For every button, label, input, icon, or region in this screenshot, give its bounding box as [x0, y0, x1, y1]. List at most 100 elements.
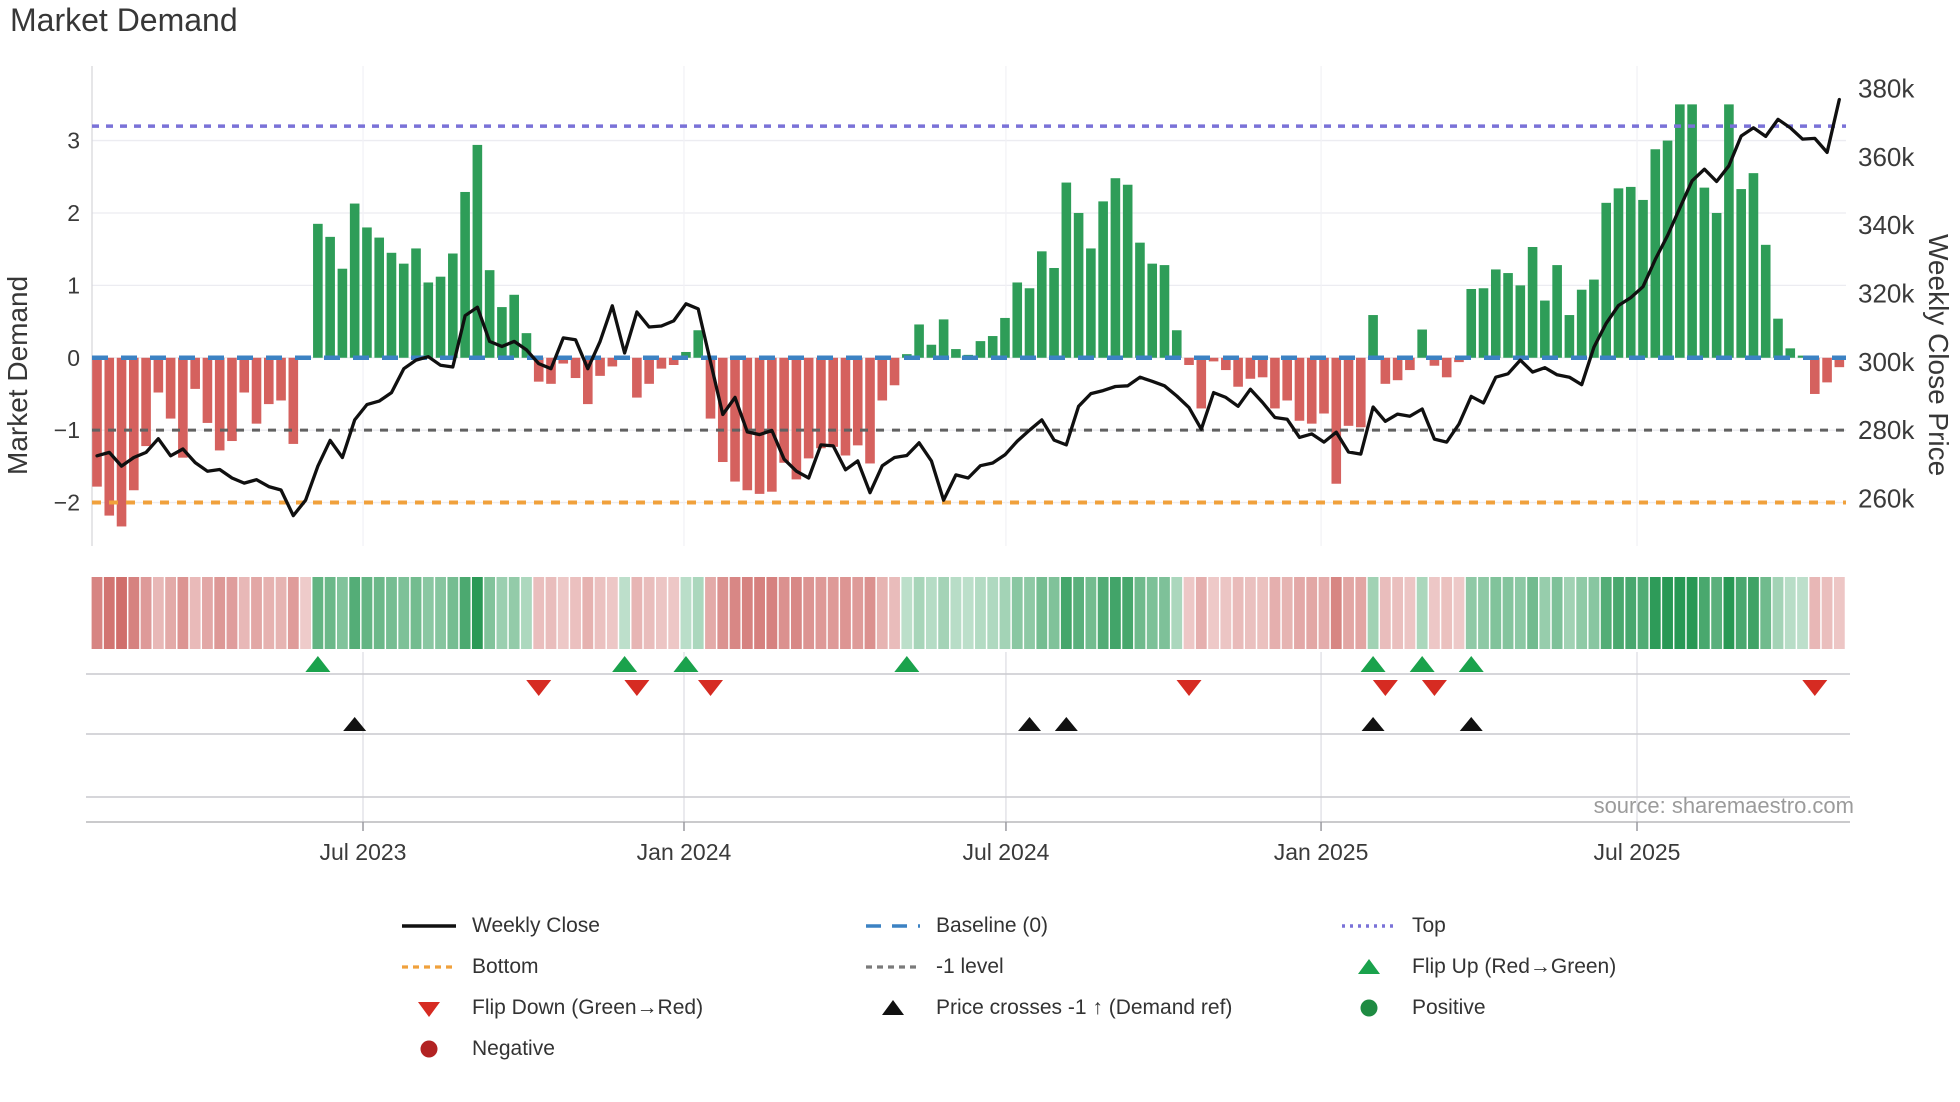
negative-bar — [1429, 357, 1440, 366]
heatmap-cell — [1625, 577, 1637, 649]
left-tick-label: 2 — [67, 200, 80, 226]
flip-up-marker — [612, 656, 638, 672]
heatmap-cell — [925, 577, 937, 649]
heatmap-cell — [606, 577, 618, 649]
positive-bar — [325, 236, 335, 358]
legend-swatch-circle-icon — [1360, 999, 1378, 1017]
right-tick-label: 300k — [1858, 347, 1915, 377]
heatmap-cell — [1318, 577, 1330, 649]
flip-down-marker — [526, 680, 552, 696]
positive-bar — [1098, 201, 1108, 358]
heatmap-cell — [1330, 577, 1342, 649]
positive-bar — [509, 294, 519, 358]
positive-bar — [1601, 202, 1612, 358]
heatmap-cell — [803, 577, 815, 649]
heatmap-cell — [950, 577, 962, 649]
heatmap-cell — [975, 577, 986, 649]
positive-bar — [1012, 282, 1023, 358]
positive-bar — [938, 319, 949, 358]
negative-bar — [1257, 357, 1268, 378]
heatmap-cell — [852, 577, 864, 649]
negative-bar — [1221, 357, 1231, 371]
heatmap-cell — [1367, 577, 1379, 649]
heatmap-cell — [1392, 577, 1404, 649]
heatmap-cell — [287, 577, 299, 649]
heatmap-cell — [1478, 577, 1489, 649]
negative-bar — [656, 357, 667, 369]
heatmap-cell — [1772, 577, 1784, 649]
negative-bar — [668, 357, 679, 366]
heatmap-cell — [901, 577, 913, 649]
heatmap-cell — [263, 577, 275, 649]
legend-item-bottom: Bottom — [398, 954, 539, 980]
heatmap-cell — [1821, 577, 1833, 649]
negative-bar — [1331, 357, 1342, 484]
heatmap-cell — [987, 577, 999, 649]
heatmap-cell — [1514, 577, 1526, 649]
right-axis-label: Weekly Close Price — [1923, 233, 1954, 477]
heatmap-cell — [1281, 577, 1293, 649]
heatmap-cell — [177, 577, 189, 649]
legend-label: Bottom — [472, 955, 539, 978]
heatmap-cell — [1527, 577, 1538, 649]
negative-bar — [1233, 357, 1243, 387]
negative-bar — [865, 357, 875, 464]
positive-bar — [1417, 329, 1427, 358]
positive-bar — [1368, 315, 1378, 358]
negative-bar — [644, 357, 654, 384]
heatmap-cell — [790, 577, 802, 649]
negative-bar — [1405, 357, 1415, 371]
heatmap-cell — [128, 577, 140, 649]
heatmap-cell — [864, 577, 876, 649]
flip-up-marker — [1360, 656, 1386, 672]
heatmap-cell — [1306, 577, 1318, 649]
heatmap-cell — [1171, 577, 1183, 649]
legend-label: -1 level — [936, 955, 1004, 978]
heatmap-cell — [766, 577, 778, 649]
positive-bar — [914, 324, 924, 358]
heatmap-cell — [1429, 577, 1440, 649]
positive-bar — [411, 248, 421, 358]
source-credit: source: sharemaestro.com — [1593, 793, 1854, 818]
positive-bar — [1699, 187, 1710, 358]
negative-bar — [889, 357, 900, 386]
positive-bar — [1613, 188, 1624, 358]
heatmap-cell — [680, 577, 692, 649]
positive-bar — [1024, 288, 1035, 358]
negative-bar — [178, 357, 188, 458]
flip-down-marker — [1421, 680, 1447, 696]
heatmap-cell — [913, 577, 925, 649]
heatmap-cell — [152, 577, 164, 649]
heatmap-cell — [1748, 577, 1759, 649]
negative-bar — [877, 357, 888, 401]
flip-up-marker — [1409, 656, 1435, 672]
heatmap-cell — [484, 577, 496, 649]
x-tick-label: Jan 2025 — [1274, 839, 1369, 865]
heatmap-cell — [373, 577, 385, 649]
heatmap-cell — [1416, 577, 1428, 649]
heatmap-cell — [398, 577, 410, 649]
heatmap-cell — [1784, 577, 1796, 649]
flip-down-marker — [624, 680, 650, 696]
heatmap-cell — [582, 577, 594, 649]
positive-bar — [1760, 244, 1771, 358]
heatmap-cell — [300, 577, 311, 649]
negative-bar — [165, 357, 176, 419]
positive-bar — [1625, 186, 1636, 358]
price-cross-marker — [343, 717, 367, 731]
positive-bar — [1638, 199, 1648, 358]
negative-bar — [767, 357, 777, 492]
heatmap-cell — [1404, 577, 1416, 649]
price-cross-marker — [1018, 717, 1042, 731]
positive-bar — [975, 341, 986, 358]
positive-bar — [386, 252, 397, 358]
negative-bar — [570, 357, 581, 379]
positive-bar — [1724, 104, 1734, 358]
heatmap-cell — [1048, 577, 1060, 649]
flip-down-marker — [1176, 680, 1202, 696]
heatmap-cell — [1797, 577, 1808, 649]
heatmap-cell — [447, 577, 459, 649]
legend-item-flip-down-green-red: Flip Down (Green→Red) — [398, 995, 703, 1021]
heatmap-cell — [324, 577, 336, 649]
positive-bar — [693, 330, 704, 358]
